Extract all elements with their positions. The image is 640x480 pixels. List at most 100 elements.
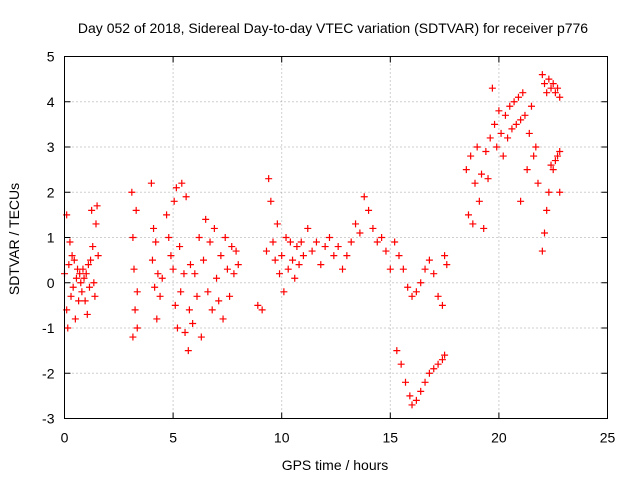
data-point [334,243,342,251]
data-point [541,80,549,88]
data-point [497,129,505,137]
data-point [417,279,425,287]
x-tick-label: 20 [491,430,507,446]
data-point [265,175,273,183]
data-point [501,111,509,119]
data-point [273,220,281,228]
data-point [523,166,531,174]
data-point [543,206,551,214]
data-point [90,279,98,287]
x-tick-labels: 0 5 10 15 20 25 [61,430,616,446]
data-point [151,283,159,291]
data-point [347,238,355,246]
data-point [208,306,216,314]
data-point [443,261,451,269]
axis-ticks [64,56,608,419]
data-point [532,143,540,151]
data-point [321,243,329,251]
data-point [475,197,483,205]
data-point [304,224,312,232]
data-point [75,297,83,305]
data-point [173,324,181,332]
data-point [339,265,347,273]
data-point [234,261,242,269]
data-point [549,80,557,88]
data-point [486,134,494,142]
data-point [232,247,240,255]
data-point [438,356,446,364]
x-tick-label: 25 [600,430,616,446]
data-point [308,247,316,255]
data-point [148,256,156,264]
y-tick-label: 2 [47,184,55,200]
x-tick-label: 0 [61,430,69,446]
data-point [545,75,553,83]
data-point [382,247,390,255]
data-point [202,215,210,223]
data-point [262,247,270,255]
data-point [178,179,186,187]
data-point [204,288,212,296]
data-point [434,360,442,368]
data-point [554,84,562,92]
data-point [267,197,275,205]
data-point [219,315,227,323]
x-tick-label: 10 [274,430,290,446]
data-point [88,206,96,214]
data-point [408,401,416,409]
y-tick-label: 5 [47,49,55,65]
x-axis-label: GPS time / hours [282,457,389,473]
data-point [325,234,333,241]
data-point [471,179,479,187]
data-point [280,288,288,296]
data-point [223,265,231,273]
data-point [493,143,501,151]
data-point [200,256,208,264]
data-point [147,179,155,187]
data-point [393,347,401,355]
data-point [79,265,87,273]
data-point [402,378,410,386]
data-point [480,224,488,232]
data-point [517,197,525,205]
data-point [177,288,185,296]
data-point [163,211,171,219]
data-point [78,288,86,296]
data-point [169,265,177,273]
data-point [519,89,527,97]
data-point [154,270,162,278]
data-point [82,270,90,278]
data-point [70,256,78,264]
data-point [438,301,446,309]
plot-frame [64,56,608,419]
data-point [412,288,420,296]
data-point [230,270,238,278]
data-point [176,243,184,251]
data-point [397,360,405,368]
x-tick-label: 5 [169,430,177,446]
data-point [530,152,538,160]
data-point [412,396,420,404]
data-point [467,152,475,160]
data-point [191,270,199,278]
data-point [406,392,414,400]
data-point [541,229,549,237]
data-point [538,247,546,255]
data-point [76,270,84,278]
data-point [441,252,449,260]
y-tick-label: -1 [42,320,55,336]
data-point [482,148,490,156]
data-point [83,310,91,318]
y-tick-label: -3 [42,411,55,427]
data-point [284,265,292,273]
data-point [254,301,262,309]
data-point [514,93,522,101]
data-point [172,184,180,192]
data-point [206,238,214,246]
data-point [360,193,368,201]
y-tick-labels: -3 -2 -1 0 1 2 3 4 5 [42,49,55,427]
data-point [425,369,433,377]
data-point [478,170,486,178]
chart-title: Day 052 of 2018, Sidereal Day-to-day VTE… [78,20,588,36]
data-point [399,265,407,273]
